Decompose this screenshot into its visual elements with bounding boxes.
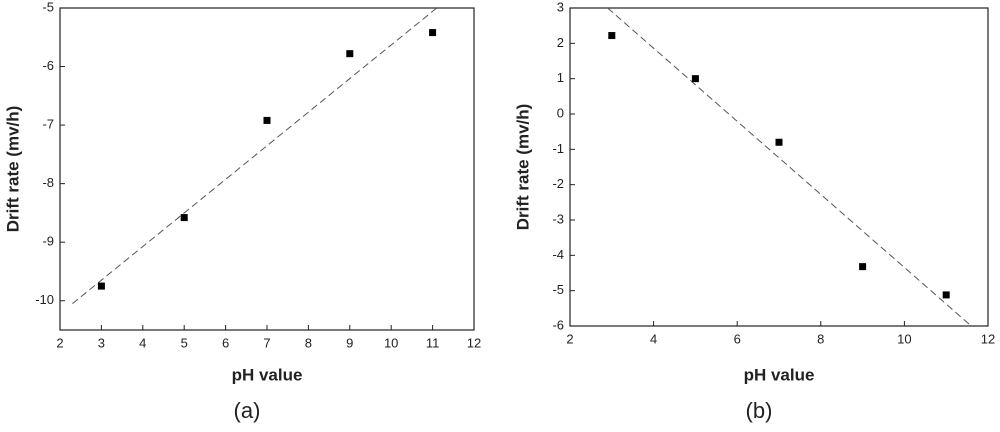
data-point bbox=[691, 75, 699, 83]
y-tick-label: -2 bbox=[552, 176, 564, 191]
x-tick-label: 8 bbox=[305, 335, 312, 350]
plot-frame bbox=[569, 7, 989, 327]
x-tick-label: 6 bbox=[222, 335, 229, 350]
fit-line bbox=[72, 7, 438, 305]
y-tick-label: -9 bbox=[42, 234, 54, 249]
x-tick-label: 9 bbox=[346, 335, 353, 350]
data-point bbox=[97, 282, 105, 290]
y-tick-label: -5 bbox=[552, 282, 564, 297]
y-tick-label: -10 bbox=[35, 292, 54, 307]
x-tick-label: 5 bbox=[181, 335, 188, 350]
data-point bbox=[180, 214, 188, 222]
data-point bbox=[429, 29, 437, 37]
caption: (a) bbox=[234, 398, 261, 423]
plot-frame bbox=[59, 7, 475, 331]
y-tick-label: 3 bbox=[557, 0, 564, 14]
y-tick-label: 2 bbox=[557, 35, 564, 50]
data-point bbox=[346, 50, 354, 58]
data-point bbox=[608, 32, 616, 40]
data-point bbox=[775, 138, 783, 146]
y-axis-title: Drift rate (mv/h) bbox=[513, 104, 532, 231]
y-tick-label: -8 bbox=[42, 175, 54, 190]
x-tick-label: 12 bbox=[981, 331, 995, 346]
x-tick-label: 2 bbox=[56, 335, 63, 350]
caption: (b) bbox=[746, 398, 773, 423]
x-tick-label: 10 bbox=[897, 331, 911, 346]
y-axis-title: Drift rate (mv/h) bbox=[3, 106, 22, 233]
y-tick-label: 1 bbox=[557, 70, 564, 85]
x-tick-label: 4 bbox=[650, 331, 657, 346]
x-tick-label: 2 bbox=[566, 331, 573, 346]
x-tick-label: 3 bbox=[98, 335, 105, 350]
data-point bbox=[859, 263, 867, 271]
x-tick-label: 10 bbox=[384, 335, 398, 350]
x-tick-label: 11 bbox=[426, 335, 440, 350]
x-tick-label: 12 bbox=[467, 335, 481, 350]
y-tick-label: -7 bbox=[42, 117, 54, 132]
x-tick-label: 4 bbox=[139, 335, 146, 350]
x-tick-label: 6 bbox=[734, 331, 741, 346]
x-tick-label: 8 bbox=[817, 331, 824, 346]
data-point bbox=[942, 291, 950, 299]
x-tick-label: 7 bbox=[263, 335, 270, 350]
y-tick-label: -6 bbox=[552, 317, 564, 332]
x-axis-title: pH value bbox=[744, 365, 815, 384]
x-axis-title: pH value bbox=[232, 365, 303, 384]
y-tick-label: -5 bbox=[42, 0, 54, 14]
y-tick-label: -3 bbox=[552, 211, 564, 226]
y-tick-label: -1 bbox=[552, 141, 564, 156]
fit-line bbox=[607, 7, 972, 327]
y-tick-label: 0 bbox=[557, 105, 564, 120]
data-point bbox=[263, 116, 271, 124]
y-tick-label: -6 bbox=[42, 58, 54, 73]
y-tick-label: -4 bbox=[552, 247, 564, 262]
